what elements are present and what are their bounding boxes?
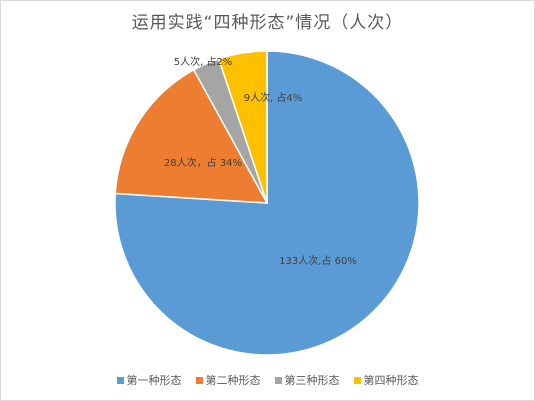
legend-label-4: 第四种形态 <box>363 374 419 387</box>
slice-label-1: 133人次,占 60% <box>279 254 357 267</box>
legend-swatch-2 <box>195 376 203 384</box>
pie-slice-1[interactable] <box>114 50 420 356</box>
legend-item-4[interactable]: 第四种形态 <box>353 372 419 388</box>
pie-slice-2[interactable] <box>114 68 269 204</box>
legend: 第一种形态 第二种形态 第三种形态 第四种形态 <box>0 372 535 388</box>
slice-label-3: 5人次, 占2% <box>174 55 233 68</box>
legend-label-2: 第二种形态 <box>205 374 261 387</box>
legend-swatch-3 <box>274 376 282 384</box>
legend-item-1[interactable]: 第一种形态 <box>116 372 182 388</box>
legend-item-2[interactable]: 第二种形态 <box>195 372 261 388</box>
chart-title: 运用实践“四种形态”情况（人次） <box>131 13 404 33</box>
legend-label-1: 第一种形态 <box>126 374 182 387</box>
slice-label-4: 9人次, 占4% <box>244 91 303 104</box>
slice-label-2: 28人次，占 34% <box>164 156 242 169</box>
legend-swatch-4 <box>353 376 361 384</box>
legend-swatch-1 <box>116 376 124 384</box>
legend-label-3: 第三种形态 <box>284 374 340 387</box>
pie-slice-4[interactable] <box>217 50 268 204</box>
legend-item-3[interactable]: 第三种形态 <box>274 372 340 388</box>
